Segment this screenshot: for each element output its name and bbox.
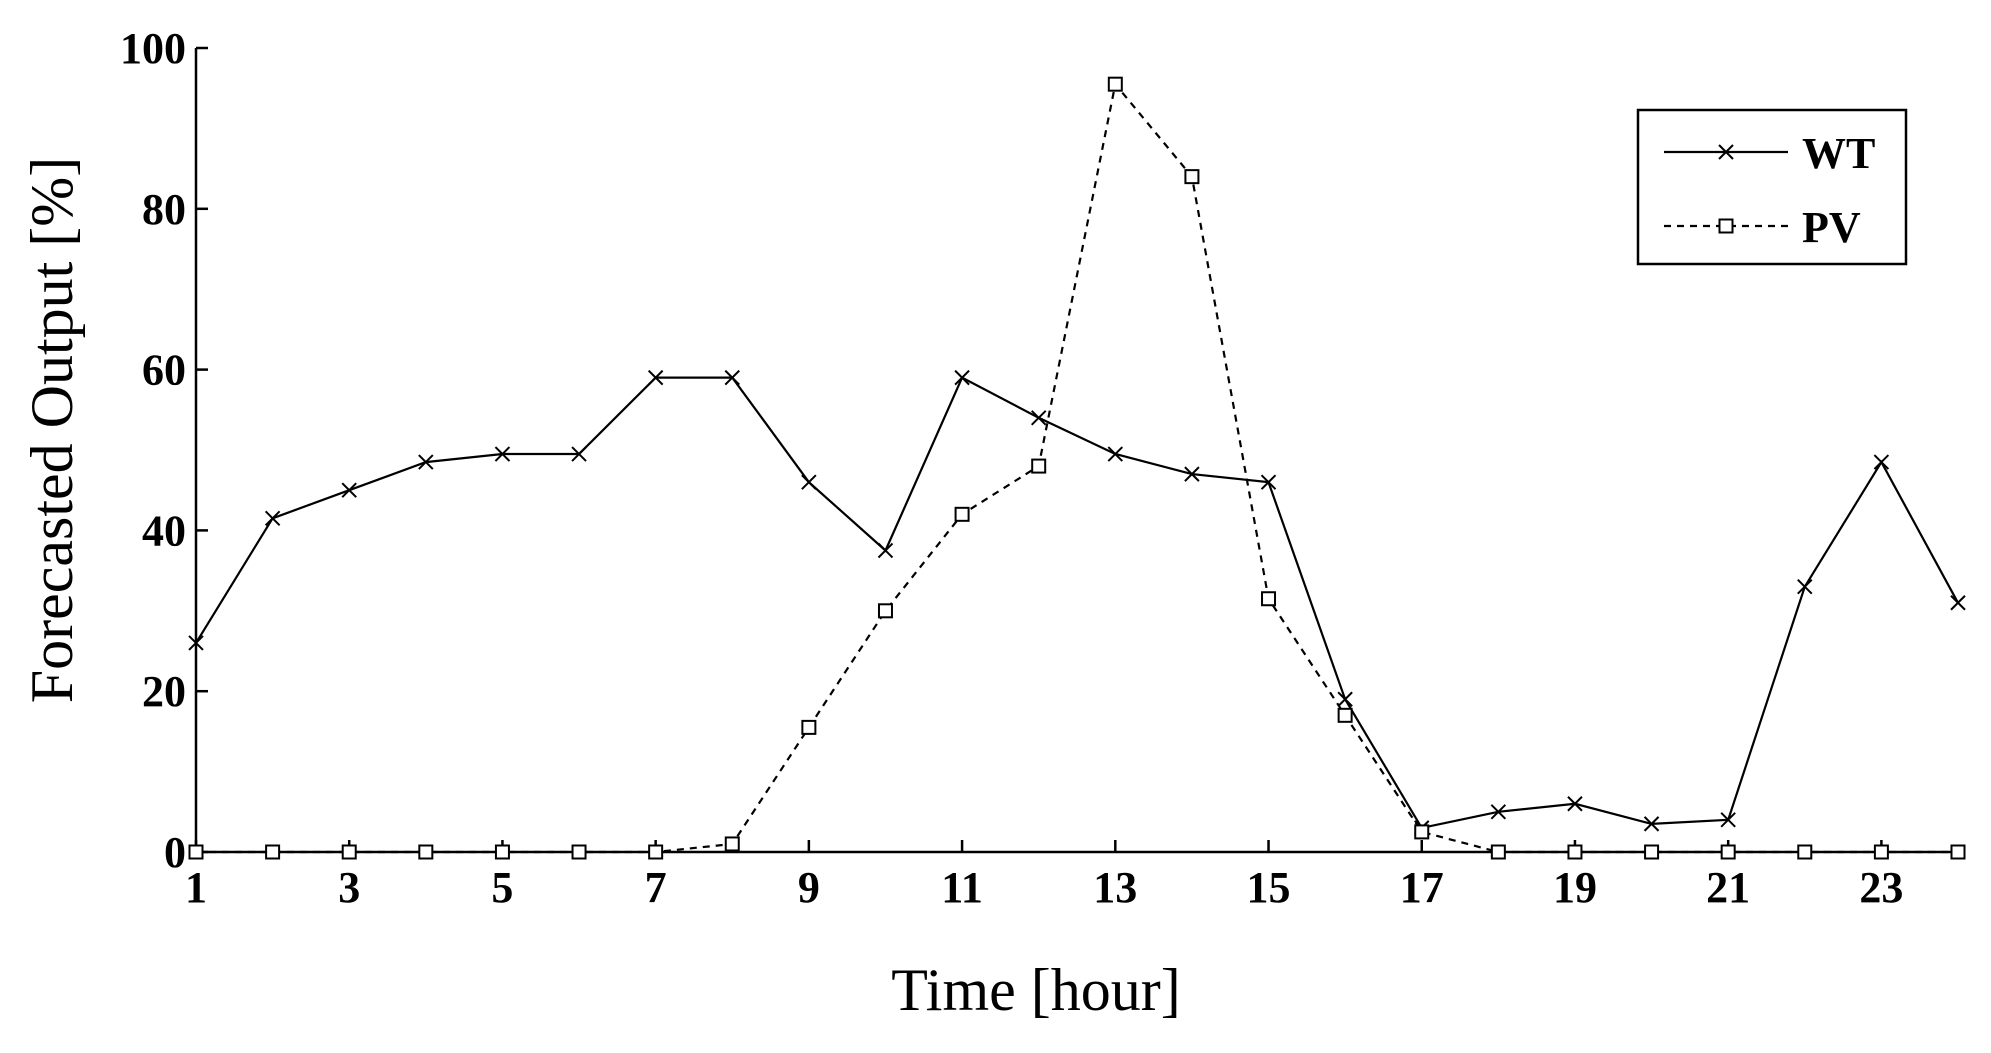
x-tick-label: 3 (338, 863, 360, 912)
wt-point (1720, 812, 1736, 828)
pv-point (1797, 844, 1813, 860)
pv-point (571, 844, 587, 860)
x-tick-label: 11 (941, 863, 983, 912)
wt-series-line (195, 376, 1959, 830)
pv-point (1414, 824, 1430, 840)
wt-point (1337, 691, 1353, 707)
pv-series-line (196, 81, 1958, 854)
legend: WT PV (1636, 108, 1908, 266)
plot-area (194, 48, 1958, 854)
x-tick-label: 5 (491, 863, 513, 912)
pv-point (1720, 844, 1736, 860)
x-tick-label: 13 (1093, 863, 1137, 912)
wt-point (188, 635, 204, 651)
wt-point (1643, 816, 1660, 832)
x-tick-label: 21 (1706, 863, 1750, 912)
pv-point (1337, 707, 1353, 723)
y-tick-label: 0 (164, 828, 186, 877)
pv-point (265, 844, 281, 860)
wt-point (801, 474, 817, 490)
x-tick-label: 17 (1400, 863, 1444, 912)
wt-point (1490, 804, 1507, 820)
y-tick-label: 60 (142, 346, 186, 395)
pv-point (1567, 844, 1583, 860)
wt-point (1873, 454, 1890, 470)
pv-point (877, 603, 893, 619)
pv-point (1950, 844, 1966, 860)
wt-point (647, 369, 664, 386)
series-layer (188, 76, 1966, 860)
legend-label-wt: WT (1802, 129, 1875, 178)
wt-point (571, 446, 587, 462)
wt-point (1567, 796, 1583, 812)
pv-point (1031, 458, 1047, 474)
pv-point (1873, 844, 1889, 860)
pv-point (801, 719, 817, 735)
y-axis-title: Forecasted Output [%] (19, 157, 85, 704)
wt-point (418, 454, 434, 470)
x-tick-label: 23 (1859, 863, 1903, 912)
wt-point (1950, 595, 1966, 611)
pv-point (418, 844, 434, 860)
wt-point (264, 510, 281, 527)
wt-point (341, 482, 357, 498)
x-tick-label: 19 (1553, 863, 1597, 912)
legend-label-pv: PV (1802, 203, 1861, 252)
legend-marker-pv (1718, 218, 1734, 234)
wt-point (724, 369, 740, 386)
wt-point (1184, 466, 1200, 482)
legend-marker-wt (1718, 144, 1734, 160)
legend-box (1636, 108, 1908, 266)
y-tick-label: 80 (142, 185, 186, 234)
pv-point (188, 844, 204, 860)
x-axis: 1 3 5 7 9 11 13 15 17 19 21 23 (185, 840, 1903, 912)
wt-point (1797, 578, 1813, 595)
y-tick-label: 20 (142, 667, 186, 716)
pv-point (1184, 169, 1200, 185)
x-tick-label: 9 (798, 863, 820, 912)
y-tick-label: 100 (120, 24, 186, 73)
pv-point (1261, 591, 1277, 607)
pv-point (341, 844, 357, 860)
pv-point (494, 844, 510, 860)
pv-point (1644, 844, 1660, 860)
y-tick-label: 40 (142, 506, 186, 555)
wt-point (494, 446, 511, 462)
x-tick-label: 1 (185, 863, 207, 912)
x-axis-title: Time [hour] (891, 957, 1180, 1023)
pv-point (1107, 76, 1123, 92)
wt-point (954, 369, 970, 386)
pv-point (648, 844, 664, 860)
x-tick-label: 15 (1247, 863, 1291, 912)
wt-point (1030, 410, 1047, 426)
pv-point (1490, 844, 1506, 860)
y-axis: 0 20 40 60 80 100 (120, 24, 208, 877)
x-tick-label: 7 (645, 863, 667, 912)
pv-point (954, 506, 970, 522)
wt-point (1260, 474, 1277, 490)
wt-point (1107, 446, 1124, 462)
pv-point (724, 836, 740, 852)
wt-point (877, 542, 894, 559)
